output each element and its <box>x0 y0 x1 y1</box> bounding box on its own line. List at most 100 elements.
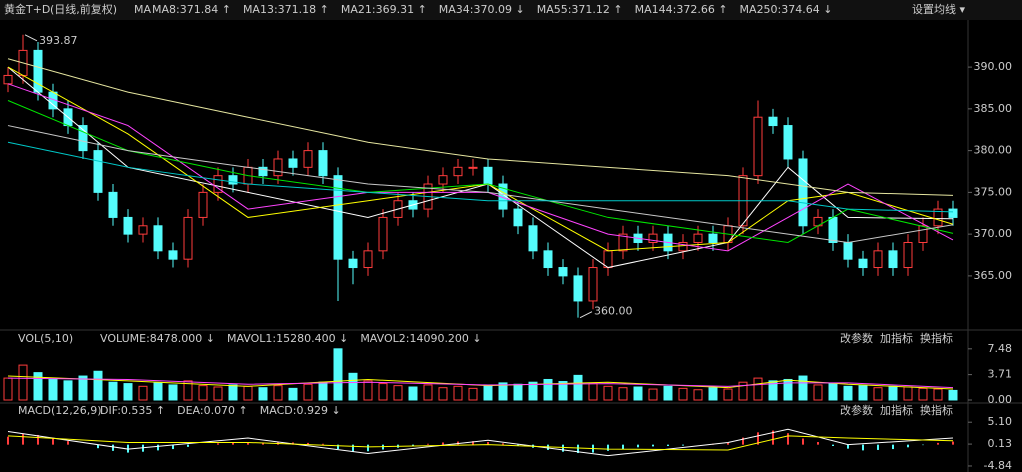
y-tick-label: 365.00 <box>974 269 1013 282</box>
candle-body <box>873 250 883 269</box>
volume-bar <box>558 381 568 401</box>
volume-bar <box>468 387 478 401</box>
candle-body <box>513 208 523 227</box>
volume-bar <box>348 372 358 401</box>
candle-body <box>558 267 568 277</box>
volume-bar <box>393 385 403 401</box>
volume-bar <box>108 381 118 401</box>
candle-body <box>288 158 298 168</box>
annotation: 360.00 <box>594 305 633 318</box>
candle-body <box>198 191 208 218</box>
candle-body <box>843 241 853 260</box>
volume-bar <box>78 375 88 401</box>
y-tick-label: 390.00 <box>974 60 1013 73</box>
candle-body <box>228 175 238 185</box>
candle-body <box>348 258 358 269</box>
y-tick-label: 380.00 <box>974 144 1013 157</box>
volume-bar <box>738 381 748 401</box>
volume-bar <box>903 386 913 401</box>
volume-bar <box>213 386 223 401</box>
legend-entry: MA55:371.12 ↑ <box>537 3 623 16</box>
legend-entry: MA21:369.31 ↑ <box>341 3 427 16</box>
panel-button[interactable]: 换指标 <box>920 403 953 417</box>
y-tick-label: 375.00 <box>974 185 1013 198</box>
volume-bar <box>813 384 823 401</box>
candle-body <box>783 125 793 160</box>
volume-bar <box>303 383 313 401</box>
settings-button[interactable]: 设置均线 ▾ <box>912 2 965 16</box>
y-tick-label: 3.71 <box>988 368 1013 381</box>
volume-bar <box>483 384 493 401</box>
panel-button[interactable]: 改参数 <box>840 403 873 417</box>
legend-entry: MA144:372.66 ↑ <box>635 3 728 16</box>
volume-bar <box>768 380 778 401</box>
y-tick-label: -4.84 <box>984 459 1012 472</box>
candle-body <box>378 216 388 252</box>
volume-bar <box>873 387 883 401</box>
volume-bar <box>753 377 763 401</box>
panel-button[interactable]: 加指标 <box>880 403 913 417</box>
legend-entry: MAVOL1:15280.400 ↓ <box>227 332 348 345</box>
volume-bar <box>33 372 43 401</box>
candle-body <box>588 267 598 302</box>
candle-body <box>363 250 373 269</box>
candle-body <box>708 233 718 243</box>
legend-entry: MA34:370.09 ↓ <box>439 3 525 16</box>
volume-bar <box>363 380 373 401</box>
ma-label[interactable]: MA <box>134 3 151 16</box>
volume-bar <box>378 383 388 401</box>
candle-body <box>93 150 103 193</box>
toolbar <box>0 0 1022 20</box>
volume-bar <box>273 385 283 401</box>
volume-bar <box>843 385 853 401</box>
panel-button[interactable]: 换指标 <box>920 331 953 345</box>
volume-bar <box>243 385 253 401</box>
volume-bar <box>333 348 343 401</box>
panel-button[interactable]: 加指标 <box>880 331 913 345</box>
candle-body <box>438 175 448 185</box>
ma-line <box>7 377 954 389</box>
ma-line <box>7 66 954 252</box>
y-tick-label: 0.00 <box>988 393 1013 406</box>
ma-line <box>7 141 954 213</box>
legend-entry: VOLUME:8478.000 ↓ <box>100 332 215 345</box>
volume-bar <box>888 385 898 401</box>
ma-line <box>7 83 954 252</box>
annotation-arrow <box>24 34 38 42</box>
legend-entry: MAVOL2:14090.200 ↓ <box>360 332 481 345</box>
volume-bar <box>48 378 58 401</box>
volume-bar <box>708 387 718 401</box>
candle-body <box>933 208 943 227</box>
candle-body <box>858 258 868 269</box>
panel-title: MACD(12,26,9) <box>18 404 102 417</box>
candle-body <box>573 275 583 302</box>
candle-body <box>123 216 133 235</box>
candle-body <box>258 166 268 177</box>
candle-body <box>693 233 703 243</box>
candle-body <box>453 166 463 177</box>
candle-body <box>543 250 553 269</box>
volume-bar <box>63 380 73 401</box>
volume-bar <box>138 385 148 401</box>
ma-line <box>7 125 954 243</box>
volume-bar <box>648 388 658 401</box>
legend-entry: MA250:374.64 ↓ <box>740 3 833 16</box>
period: (日线,前复权) <box>50 2 117 16</box>
volume-bar <box>153 382 163 401</box>
volume-bar <box>543 378 553 401</box>
candle-body <box>303 150 313 168</box>
symbol: 黄金T+D <box>4 2 50 16</box>
volume-bar <box>288 387 298 401</box>
candle-body <box>888 250 898 269</box>
candle-body <box>3 74 13 85</box>
volume-bar <box>258 387 268 401</box>
candle-body <box>183 216 193 260</box>
candle-body <box>753 116 763 177</box>
volume-bar <box>693 389 703 401</box>
panel-button[interactable]: 改参数 <box>840 331 873 345</box>
volume-bar <box>93 370 103 401</box>
annotation-arrow <box>579 311 593 319</box>
volume-bar <box>3 377 13 401</box>
volume-bar <box>438 387 448 401</box>
